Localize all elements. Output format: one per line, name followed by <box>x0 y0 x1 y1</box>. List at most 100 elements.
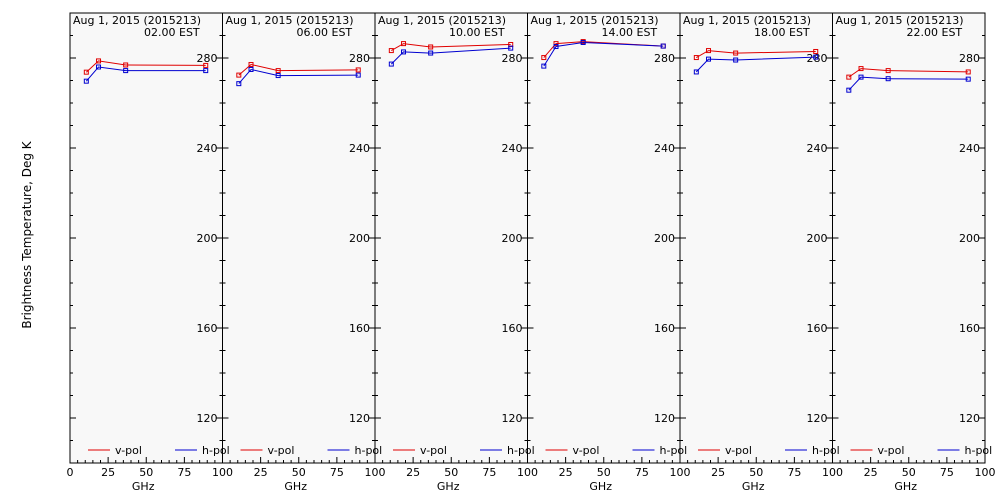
y-tick-label: 160 <box>502 322 523 335</box>
data-point-h-pol <box>428 50 434 56</box>
series-line-v-pol <box>696 50 816 59</box>
data-point-h-pol <box>553 44 559 50</box>
panel-title: Aug 1, 2015 (2015213) <box>531 14 659 27</box>
y-tick-label: 120 <box>502 412 523 425</box>
x-tick-label: 25 <box>101 466 115 479</box>
panel-subtitle: 18.00 EST <box>754 26 810 39</box>
y-tick-label: 240 <box>349 142 370 155</box>
data-point-v-pol <box>236 72 242 78</box>
panel-subtitle: 06.00 EST <box>297 26 353 39</box>
x-tick-label: 75 <box>330 466 344 479</box>
y-tick-label: 200 <box>654 232 675 245</box>
data-point-h-pol <box>660 43 666 49</box>
x-axis-label: GHz <box>132 480 155 493</box>
data-point-h-pol <box>123 68 129 74</box>
y-tick-label: 240 <box>959 142 980 155</box>
panel-background <box>70 13 223 463</box>
panel-title: Aug 1, 2015 (2015213) <box>836 14 964 27</box>
y-tick-label: 280 <box>502 52 523 65</box>
x-tick-label: 50 <box>292 466 306 479</box>
data-point-v-pol <box>428 44 434 50</box>
panel-background <box>222 13 375 463</box>
data-point-v-pol <box>553 41 559 47</box>
panel-background <box>832 13 985 463</box>
x-tick-label: 50 <box>444 466 458 479</box>
panel-subtitle: 14.00 EST <box>602 26 658 39</box>
x-tick-label: 25 <box>559 466 573 479</box>
data-point-v-pol <box>965 69 971 75</box>
data-point-h-pol <box>236 81 242 87</box>
y-tick-label: 120 <box>197 412 218 425</box>
legend-label: v-pol <box>420 444 447 457</box>
x-tick-label: 25 <box>254 466 268 479</box>
y-tick-label: 280 <box>959 52 980 65</box>
data-point-v-pol <box>541 55 547 61</box>
data-point-h-pol <box>706 56 712 62</box>
y-tick-label: 200 <box>502 232 523 245</box>
legend-label: v-pol <box>573 444 600 457</box>
legend-label: v-pol <box>725 444 752 457</box>
panel-background <box>375 13 528 463</box>
x-tick-label: 100 <box>212 466 233 479</box>
data-point-v-pol <box>846 74 852 80</box>
x-tick-label: 25 <box>864 466 878 479</box>
data-point-v-pol <box>355 67 361 73</box>
panel-4: 120 160 200 240 280 25 50 75 100 GHz Aug 1, 2015 (… <box>527 14 691 493</box>
data-point-h-pol <box>813 54 819 60</box>
x-tick-label: 100 <box>975 466 996 479</box>
data-point-h-pol <box>248 66 254 72</box>
y-tick-label: 280 <box>349 52 370 65</box>
data-point-v-pol <box>885 68 891 74</box>
data-point-h-pol <box>885 76 891 82</box>
x-tick-label: 100 <box>517 466 538 479</box>
y-tick-label: 280 <box>197 52 218 65</box>
x-tick-label: 100 <box>365 466 386 479</box>
y-tick-label: 200 <box>959 232 980 245</box>
x-tick-label: 100 <box>822 466 843 479</box>
panel-title: Aug 1, 2015 (2015213) <box>73 14 201 27</box>
y-tick-label: 160 <box>197 322 218 335</box>
data-point-h-pol <box>388 61 394 67</box>
legend-label: h-pol <box>507 444 535 457</box>
legend-label: h-pol <box>812 444 840 457</box>
data-point-h-pol <box>580 39 586 45</box>
legend-label: h-pol <box>355 444 383 457</box>
panel-subtitle: 02.00 EST <box>144 26 200 39</box>
x-tick-label: 50 <box>597 466 611 479</box>
series-line-v-pol <box>238 63 359 76</box>
panel-background <box>527 13 680 463</box>
series-line-v-pol <box>391 43 511 52</box>
x-axis-label: GHz <box>742 480 765 493</box>
data-point-h-pol <box>203 68 209 74</box>
data-point-v-pol <box>733 50 739 56</box>
y-tick-label: 200 <box>807 232 828 245</box>
x-tick-label: 25 <box>406 466 420 479</box>
y-tick-label: 280 <box>654 52 675 65</box>
legend-label: v-pol <box>268 444 295 457</box>
y-tick-label: 120 <box>654 412 675 425</box>
x-axis-label: GHz <box>284 480 307 493</box>
y-tick-label: 240 <box>654 142 675 155</box>
x-tick-label: 75 <box>177 466 191 479</box>
series-line-h-pol <box>85 66 206 82</box>
series-line-v-pol <box>848 68 969 78</box>
x-axis-label: GHz <box>894 480 917 493</box>
x-tick-label: 75 <box>635 466 649 479</box>
data-point-v-pol <box>123 62 129 68</box>
series-line-h-pol <box>238 68 359 84</box>
x-axis-label: GHz <box>589 480 612 493</box>
series-line-h-pol <box>543 41 664 67</box>
data-point-v-pol <box>813 48 819 54</box>
y-tick-label: 280 <box>807 52 828 65</box>
y-tick-label: 160 <box>959 322 980 335</box>
y-tick-label: 240 <box>502 142 523 155</box>
y-tick-label: 240 <box>807 142 828 155</box>
data-point-v-pol <box>693 55 699 61</box>
series-line-v-pol <box>85 60 206 73</box>
figure-y-axis-label: Brightness Temperature, Deg K <box>20 140 34 328</box>
data-point-v-pol <box>275 68 281 74</box>
data-point-h-pol <box>858 74 864 80</box>
series-line-h-pol <box>695 56 816 73</box>
y-tick-label: 120 <box>349 412 370 425</box>
